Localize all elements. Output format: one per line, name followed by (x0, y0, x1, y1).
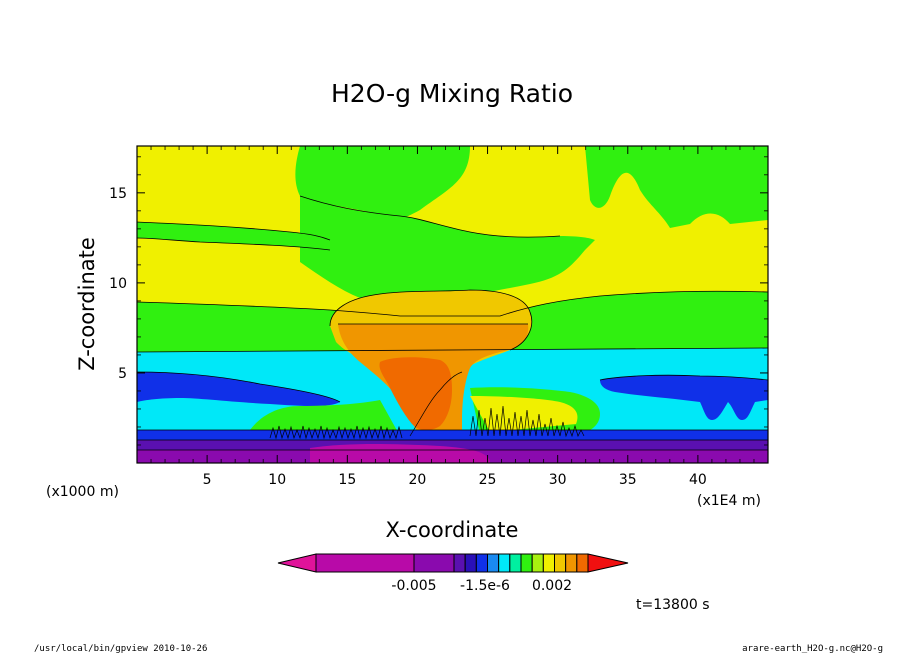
y-tick-label: 15 (109, 186, 127, 202)
colorbar-box (520, 553, 533, 573)
footer-left: /usr/local/bin/gpview 2010-10-26 (34, 644, 207, 654)
colorbar-tick-label: 0.002 (532, 578, 572, 594)
band-ground-indigo (137, 440, 768, 452)
contour-field (137, 146, 768, 463)
colorbar-box (498, 553, 511, 573)
colorbar-tick-label: -1.5e-6 (460, 578, 510, 594)
time-label: t=13800 s (636, 597, 710, 613)
colorbar-box (576, 553, 589, 573)
contour-lines (137, 195, 768, 451)
colorbar-box (509, 553, 522, 573)
colorbar-box (565, 553, 578, 573)
band-blue-left (137, 372, 340, 406)
band-lower-yellow-right (470, 396, 578, 432)
y-tick-label: 5 (118, 366, 127, 382)
band-strip-green (137, 222, 330, 250)
band-blue-right (600, 375, 768, 420)
x-tick-label: 35 (619, 472, 637, 488)
y-ticks: 5 10 15 (109, 156, 768, 446)
colorbar-box (542, 553, 555, 573)
x-tick-label: 30 (549, 472, 567, 488)
colorbar-box (464, 553, 477, 573)
chart-title: H2O-g Mixing Ratio (331, 79, 573, 108)
band-ground-purple (310, 444, 490, 463)
colorbar-box (453, 553, 466, 573)
colorbar-box (475, 553, 489, 573)
band-core-deep-orange (379, 357, 452, 431)
convective-fringe (269, 371, 585, 440)
x-tick-label: 20 (409, 472, 427, 488)
x-tick-label: 10 (268, 472, 286, 488)
footer-right: arare-earth_H2O-g.nc@H2O-g (742, 644, 883, 654)
colorbar-over-triangle (587, 553, 629, 573)
x-unit-label: (x1E4 m) (697, 493, 761, 509)
colorbar-box (487, 553, 500, 573)
colorbar (277, 553, 629, 573)
y-axis-label: Z-coordinate (75, 237, 99, 371)
x-axis-label: X-coordinate (386, 518, 519, 542)
colorbar-box (554, 553, 567, 573)
x-tick-label: 40 (689, 472, 707, 488)
colorbar-box (315, 553, 415, 573)
colorbar-box (531, 553, 544, 573)
x-tick-label: 15 (338, 472, 356, 488)
y-unit-label: (x1000 m) (46, 484, 119, 500)
x-ticks: 5 10 15 20 25 30 35 40 (150, 146, 755, 488)
band-upper-green (137, 146, 768, 228)
x-tick-label: 25 (479, 472, 497, 488)
colorbar-box (413, 553, 455, 573)
x-tick-label: 5 (203, 472, 212, 488)
plot-frame (136, 145, 769, 464)
band-cloud-green (300, 196, 595, 300)
band-ground-blue (137, 430, 768, 442)
colorbar-under-triangle (277, 553, 317, 573)
band-lower-green (250, 400, 400, 436)
colorbar-labels: -0.005 -1.5e-6 0.002 (391, 578, 572, 594)
y-tick-label: 10 (109, 276, 127, 292)
colorbar-tick-label: -0.005 (391, 578, 436, 594)
